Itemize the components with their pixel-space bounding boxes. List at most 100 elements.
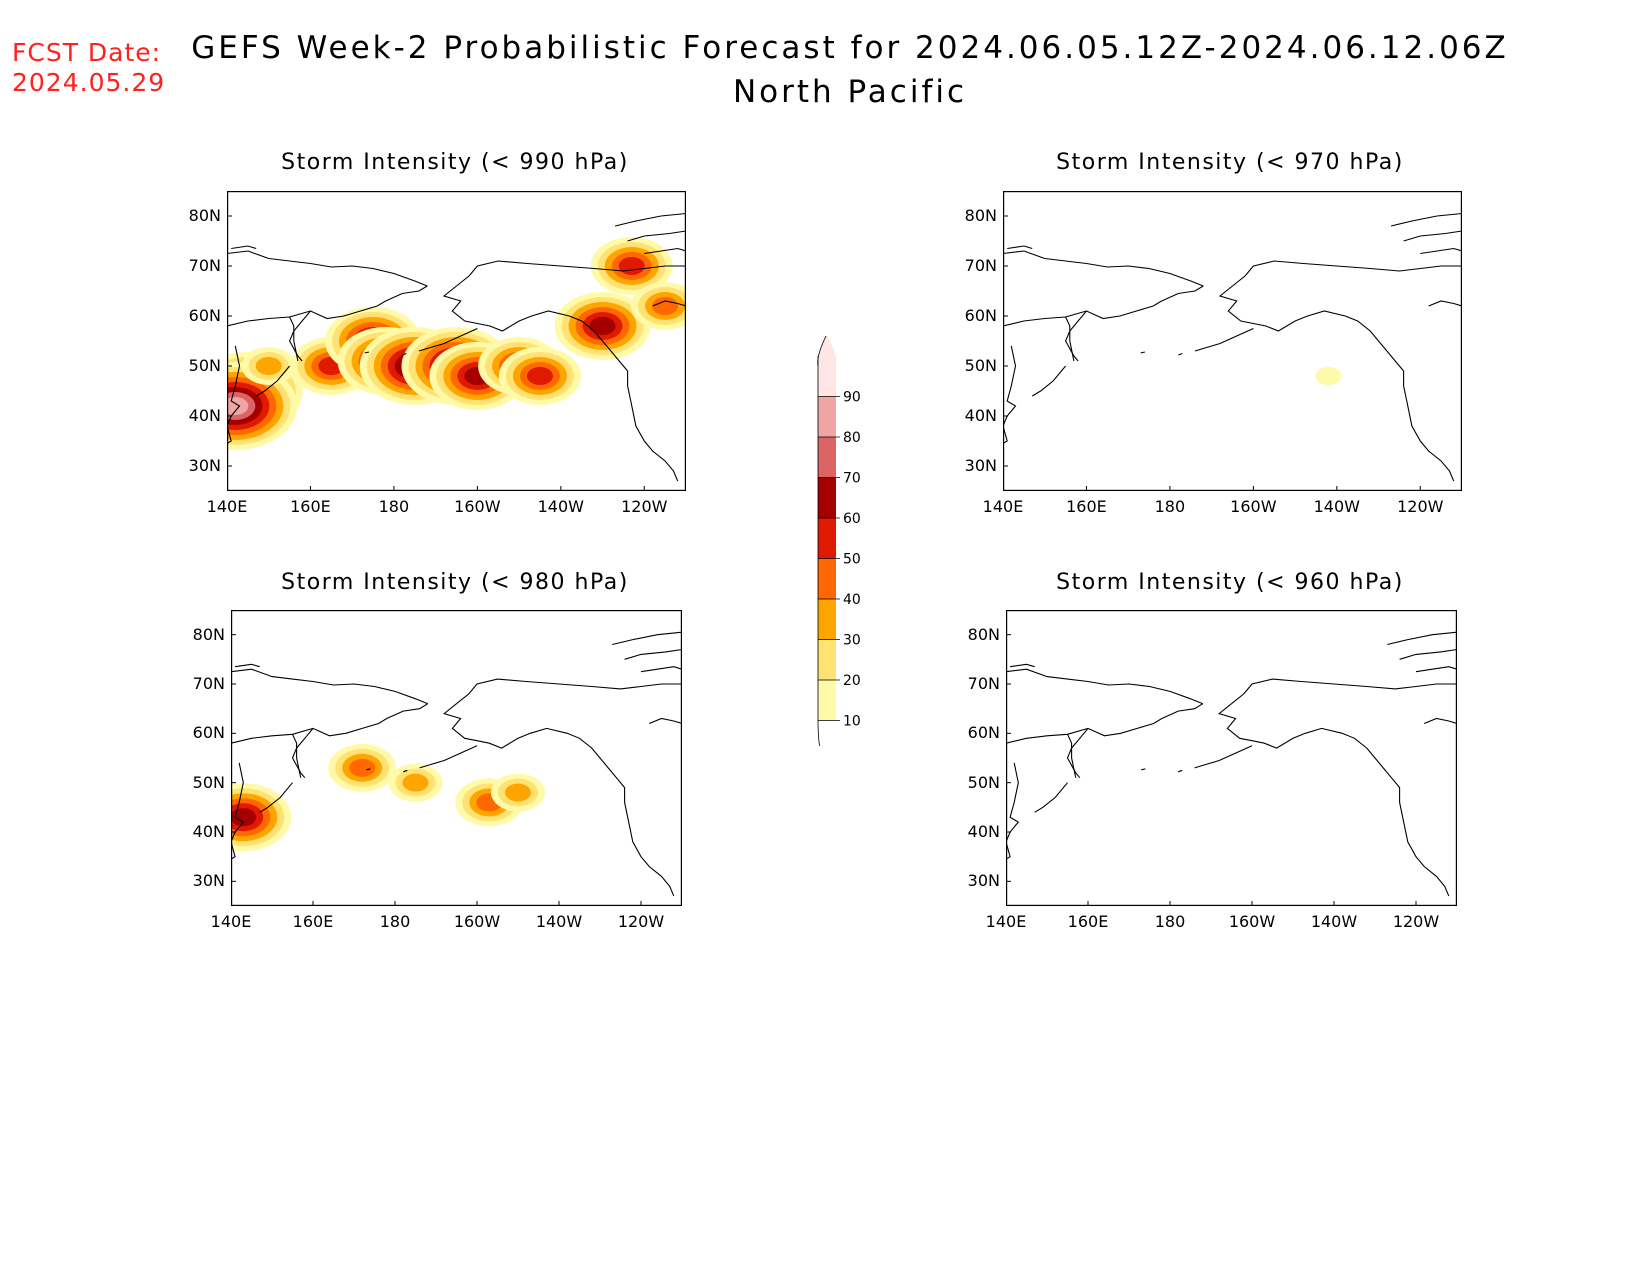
lon-tick-label: 120W	[1392, 912, 1440, 931]
lat-tick-label: 80N	[964, 206, 997, 225]
colorbar-swatch	[818, 639, 836, 680]
map-970	[1003, 191, 1462, 491]
lat-tick-label: 30N	[967, 871, 1000, 891]
lat-tick-label: 50N	[188, 356, 221, 375]
lat-tick-label: 40N	[964, 406, 997, 425]
colorbar-label: 20	[843, 673, 861, 689]
lon-tick-label: 140E	[985, 912, 1027, 931]
lon-tick-label: 160W	[1228, 912, 1276, 931]
lon-tick-label: 140W	[1313, 497, 1360, 516]
lat-tick-label: 30N	[188, 456, 221, 475]
lat-tick-label: 80N	[967, 624, 1000, 644]
lon-tick-label: 140W	[1310, 912, 1358, 931]
coastline	[1003, 212, 1462, 482]
probability-field	[227, 237, 686, 450]
colorbar-label: 80	[843, 430, 861, 446]
lon-tick-label: 160W	[1230, 497, 1277, 516]
prob-cell-11-level-6	[589, 317, 616, 335]
map-frame	[1006, 610, 1457, 906]
page-title: GEFS Week-2 Probabilistic Forecast for 2…	[191, 30, 1509, 66]
lon-tick-label: 160W	[454, 497, 501, 516]
lon-tick-label: 160W	[453, 912, 501, 931]
lon-tick-label: 140E	[210, 912, 252, 931]
map-960	[1006, 610, 1457, 906]
lon-tick-label: 120W	[1397, 497, 1444, 516]
prob-cell-4-level-3	[505, 783, 531, 802]
map-980	[231, 610, 682, 906]
probability-field	[231, 743, 545, 852]
lon-tick-label: 160E	[290, 497, 331, 516]
prob-cell-0-level-1	[1315, 367, 1342, 385]
lon-tick-label: 160E	[1066, 497, 1107, 516]
prob-cell-0-level-6	[231, 808, 257, 827]
lat-tick-label: 50N	[192, 772, 225, 792]
colorbar: 10 20 30 40 50 60 70 80 90	[817, 336, 861, 746]
lat-tick-label: 70N	[192, 674, 225, 693]
colorbar-swatch	[818, 599, 836, 640]
panel-title-970: Storm Intensity (< 970 hPa)	[1056, 150, 1404, 175]
colorbar-label: 50	[843, 552, 861, 568]
prob-cell-2-level-3	[402, 773, 429, 792]
lat-tick-label: 40N	[967, 822, 1000, 841]
lat-tick-label: 70N	[188, 256, 221, 275]
lat-tick-label: 70N	[964, 256, 997, 275]
panel-title-980: Storm Intensity (< 980 hPa)	[281, 570, 629, 595]
prob-cell-2-level-3	[255, 357, 282, 375]
coastline	[1006, 631, 1457, 897]
lon-tick-label: 160E	[1067, 912, 1109, 931]
forecast-date-block: FCST Date: 2024.05.29	[12, 38, 165, 98]
map-ticks	[231, 634, 642, 906]
fcst-label: FCST Date:	[12, 38, 162, 67]
lat-tick-label: 60N	[964, 306, 997, 325]
lon-tick-label: 180	[1154, 912, 1186, 931]
lat-tick-label: 40N	[192, 822, 225, 841]
lat-tick-label: 70N	[967, 674, 1000, 693]
map-ticks	[1006, 634, 1417, 906]
map-frame	[231, 610, 682, 906]
panel-title-960: Storm Intensity (< 960 hPa)	[1056, 570, 1404, 595]
colorbar-swatch	[818, 437, 836, 478]
prob-cell-12-level-5	[618, 257, 645, 275]
colorbar-label: 70	[843, 471, 861, 487]
probability-field	[1315, 367, 1342, 385]
map-ticks	[1003, 215, 1421, 491]
colorbar-label: 30	[843, 633, 861, 649]
lat-tick-label: 60N	[192, 723, 225, 743]
lon-tick-label: 140E	[206, 497, 248, 516]
fcst-date: 2024.05.29	[12, 68, 166, 97]
lat-tick-label: 80N	[192, 624, 225, 644]
colorbar-swatch	[818, 518, 836, 559]
colorbar-label: 40	[843, 592, 861, 608]
coastline	[227, 212, 686, 482]
colorbar-swatch	[818, 558, 836, 599]
lon-tick-label: 120W	[617, 912, 665, 931]
lat-tick-label: 30N	[964, 456, 997, 475]
panel-title-990: Storm Intensity (< 990 hPa)	[281, 150, 629, 175]
colorbar-swatch	[818, 477, 836, 518]
prob-cell-10-level-5	[526, 367, 553, 385]
lat-tick-label: 80N	[188, 206, 221, 225]
lat-tick-label: 60N	[967, 723, 1000, 743]
colorbar-swatch	[818, 396, 836, 437]
lon-tick-label: 140W	[537, 497, 584, 516]
prob-cell-1-level-4	[349, 758, 376, 777]
coastline	[231, 631, 682, 897]
lat-tick-label: 50N	[967, 772, 1000, 792]
colorbar-swatch	[818, 356, 836, 397]
lon-tick-label: 180	[1154, 497, 1186, 516]
lat-tick-label: 40N	[188, 406, 221, 425]
lon-tick-label: 120W	[621, 497, 668, 516]
map-frame	[227, 191, 686, 491]
lon-tick-label: 180	[379, 912, 411, 931]
lon-tick-label: 180	[378, 497, 410, 516]
colorbar-label: 60	[843, 511, 861, 527]
page-subtitle: North Pacific	[732, 74, 968, 110]
map-990	[227, 191, 686, 491]
colorbar-tip-top	[818, 336, 836, 356]
prob-cell-13-level-4	[652, 297, 679, 315]
lat-tick-label: 30N	[192, 871, 225, 891]
colorbar-label: 90	[843, 390, 861, 406]
lon-tick-label: 140W	[535, 912, 583, 931]
lat-tick-label: 60N	[188, 306, 221, 325]
map-ticks	[227, 215, 645, 491]
